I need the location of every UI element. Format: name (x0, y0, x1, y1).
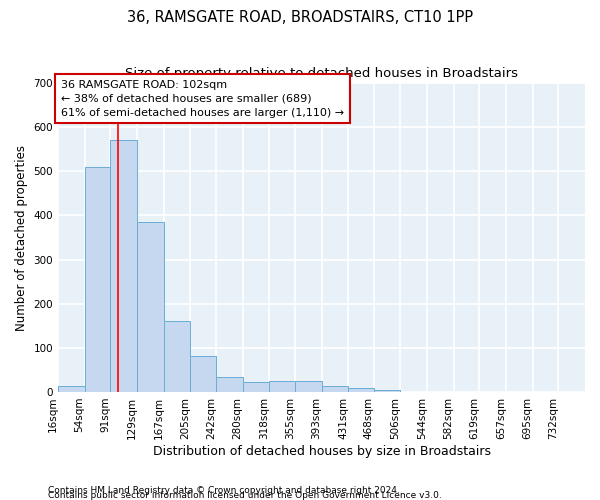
Bar (190, 356, 216, 392)
Bar (322, 386, 348, 392)
Bar (110, 140, 137, 392)
X-axis label: Distribution of detached houses by size in Broadstairs: Distribution of detached houses by size … (152, 444, 491, 458)
Bar (242, 382, 269, 392)
Bar (374, 390, 400, 392)
Bar (85, 167, 110, 392)
Bar (374, 390, 400, 392)
Bar (269, 381, 295, 392)
Bar (85, 167, 110, 392)
Bar (348, 388, 374, 392)
Bar (164, 322, 190, 392)
Bar (58, 386, 85, 392)
Bar (295, 381, 322, 392)
Text: 36, RAMSGATE ROAD, BROADSTAIRS, CT10 1PP: 36, RAMSGATE ROAD, BROADSTAIRS, CT10 1PP (127, 10, 473, 25)
Bar (269, 381, 295, 392)
Bar (110, 140, 137, 392)
Text: Contains HM Land Registry data © Crown copyright and database right 2024.: Contains HM Land Registry data © Crown c… (48, 486, 400, 495)
Text: 36 RAMSGATE ROAD: 102sqm
← 38% of detached houses are smaller (689)
61% of semi-: 36 RAMSGATE ROAD: 102sqm ← 38% of detach… (61, 80, 344, 118)
Bar (295, 381, 322, 392)
Bar (242, 382, 269, 392)
Bar (137, 222, 164, 392)
Bar (190, 356, 216, 392)
Bar (216, 378, 242, 392)
Bar (348, 388, 374, 392)
Bar (216, 378, 242, 392)
Title: Size of property relative to detached houses in Broadstairs: Size of property relative to detached ho… (125, 68, 518, 80)
Bar (137, 222, 164, 392)
Bar (322, 386, 348, 392)
Y-axis label: Number of detached properties: Number of detached properties (15, 144, 28, 330)
Bar (58, 386, 85, 392)
Bar (164, 322, 190, 392)
Text: Contains public sector information licensed under the Open Government Licence v3: Contains public sector information licen… (48, 491, 442, 500)
